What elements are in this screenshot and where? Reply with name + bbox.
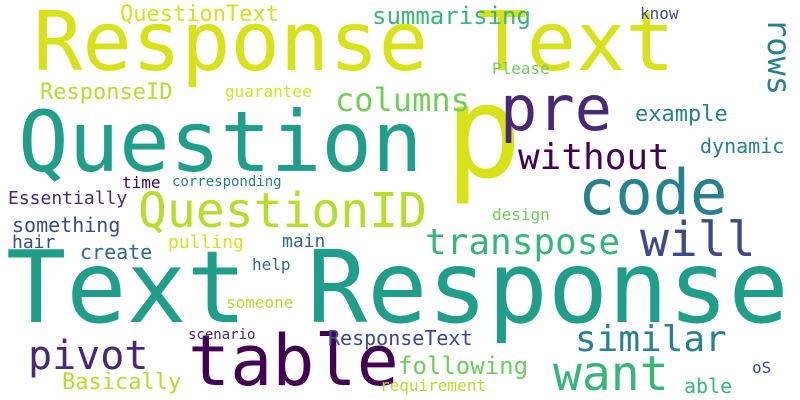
word-table: table [188,320,399,400]
word-responseid: ResponseID [40,80,173,105]
word-pre: pre [500,72,612,145]
word-similar: similar [575,319,727,360]
word-responsetext: ResponseText [328,326,473,350]
word-will: will [640,212,756,268]
word-without: without [518,137,670,178]
word-text-response: Text Response [6,229,789,346]
word-following: following [398,352,529,380]
word-essentially: Essentially [8,188,128,209]
word-please: Please [492,59,550,78]
word-help: help [252,255,291,274]
word-time: time [122,173,161,192]
word-question: Question [18,93,423,191]
word-someone: someone [226,293,294,312]
word-code: code [578,156,728,229]
word-transpose: transpose [425,222,621,263]
word-corresponding: corresponding [172,174,282,190]
word-guarantee: guarantee [225,82,312,101]
word-able: able [684,374,733,398]
word-dynamic: dynamic [700,134,785,158]
word-something: something [12,213,121,237]
word-rows: rows [760,18,798,96]
word-hair: hair [12,232,56,253]
word-os: oS [752,358,772,377]
word-main: main [282,231,326,252]
word-questionid: QuestionID [138,183,427,239]
word-requirement: requirement [380,376,486,395]
word-columns: columns [335,81,470,119]
word-response-text-big: Response Text [33,0,675,90]
word-questiontext: QuestionText [120,2,279,27]
word-basically: Basically [62,370,182,395]
word-design: design [492,205,550,224]
word-create: create [80,240,153,264]
word-p: p [445,59,523,208]
word-pivot: pivot [28,333,149,379]
word-want: want [553,346,669,400]
word-scenario: scenario [188,327,256,343]
word-pulling: pulling [168,232,244,253]
word-summarising: summarising [372,2,531,30]
word-example: example [635,102,728,127]
word-know: know [640,4,679,23]
